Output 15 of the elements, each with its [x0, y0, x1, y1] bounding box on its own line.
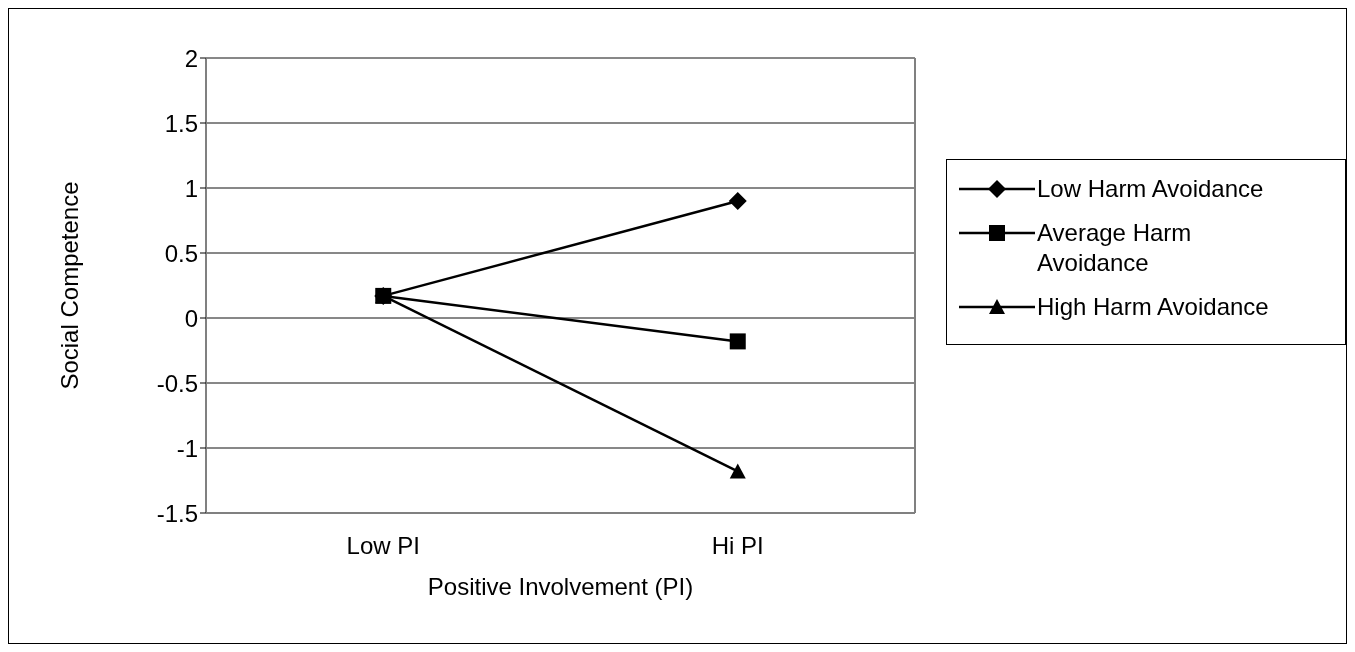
y-tick-label: 2 — [184, 44, 198, 72]
x-tick-label: Hi PI — [711, 532, 764, 560]
y-tick-label: -1 — [176, 434, 198, 462]
y-tick-label: -1.5 — [156, 499, 198, 527]
legend-label: High Harm Avoidance — [1037, 292, 1270, 322]
y-axis-title: Social Competence — [55, 181, 83, 390]
legend-label: Average Harm Avoidance — [1037, 218, 1193, 278]
x-tick-label: Low PI — [346, 532, 420, 560]
legend-label: Low Harm Avoidance — [1037, 174, 1265, 204]
x-axis-title: Positive Involvement (PI) — [427, 573, 694, 600]
y-tick-label: 0.5 — [164, 239, 198, 267]
y-tick-label: 1 — [184, 174, 198, 202]
y-tick-label: 0 — [184, 304, 198, 332]
y-tick-label: -0.5 — [156, 369, 198, 397]
y-tick-label: 1.5 — [164, 109, 198, 137]
